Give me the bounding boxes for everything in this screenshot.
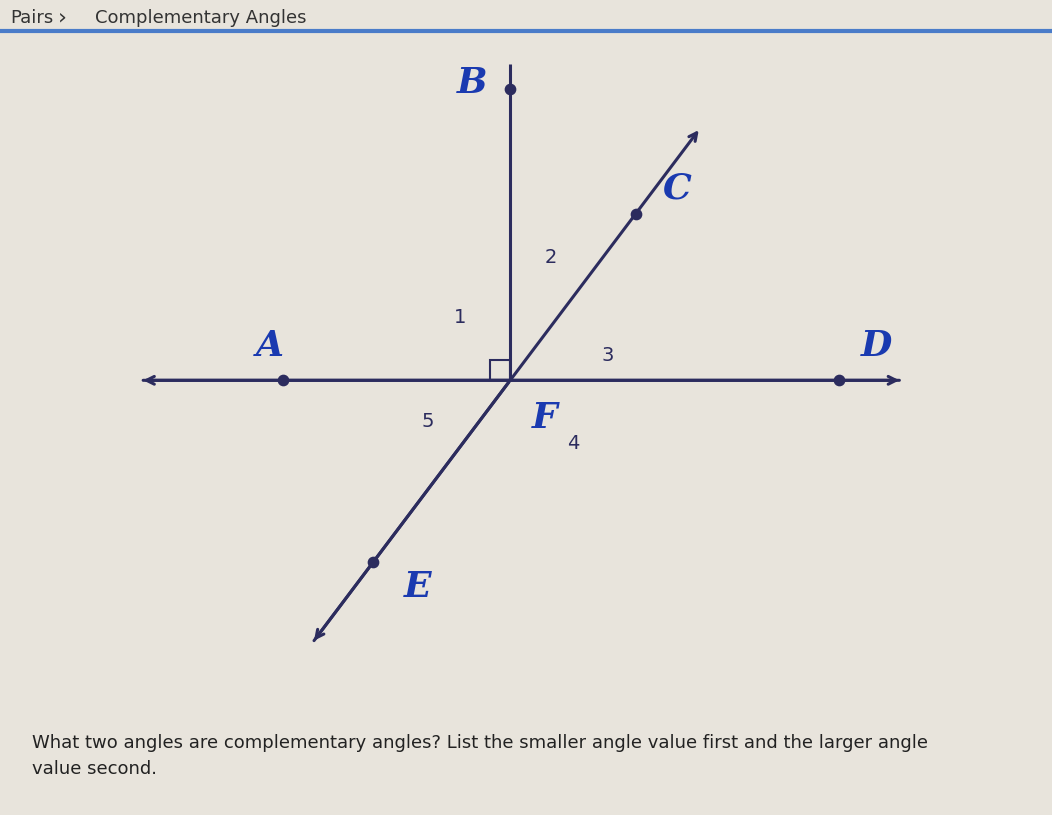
Text: Pairs: Pairs — [11, 9, 54, 27]
Text: Complementary Angles: Complementary Angles — [95, 9, 306, 27]
Text: 4: 4 — [567, 434, 580, 453]
Text: D: D — [862, 328, 892, 363]
Point — [627, 207, 644, 220]
Text: E: E — [404, 570, 431, 605]
Text: C: C — [663, 171, 691, 205]
Point — [275, 374, 291, 387]
Text: ›: › — [58, 8, 67, 28]
Text: 1: 1 — [453, 307, 466, 327]
Text: A: A — [256, 328, 284, 363]
Point — [502, 83, 519, 96]
Text: 3: 3 — [602, 346, 614, 364]
Text: What two angles are complementary angles? List the smaller angle value first and: What two angles are complementary angles… — [32, 734, 928, 778]
Point — [830, 374, 847, 387]
Bar — [490, 360, 510, 381]
Text: B: B — [457, 66, 487, 100]
Point — [365, 556, 382, 569]
Text: 2: 2 — [545, 248, 558, 267]
Text: F: F — [532, 401, 558, 435]
Text: 5: 5 — [422, 412, 434, 431]
